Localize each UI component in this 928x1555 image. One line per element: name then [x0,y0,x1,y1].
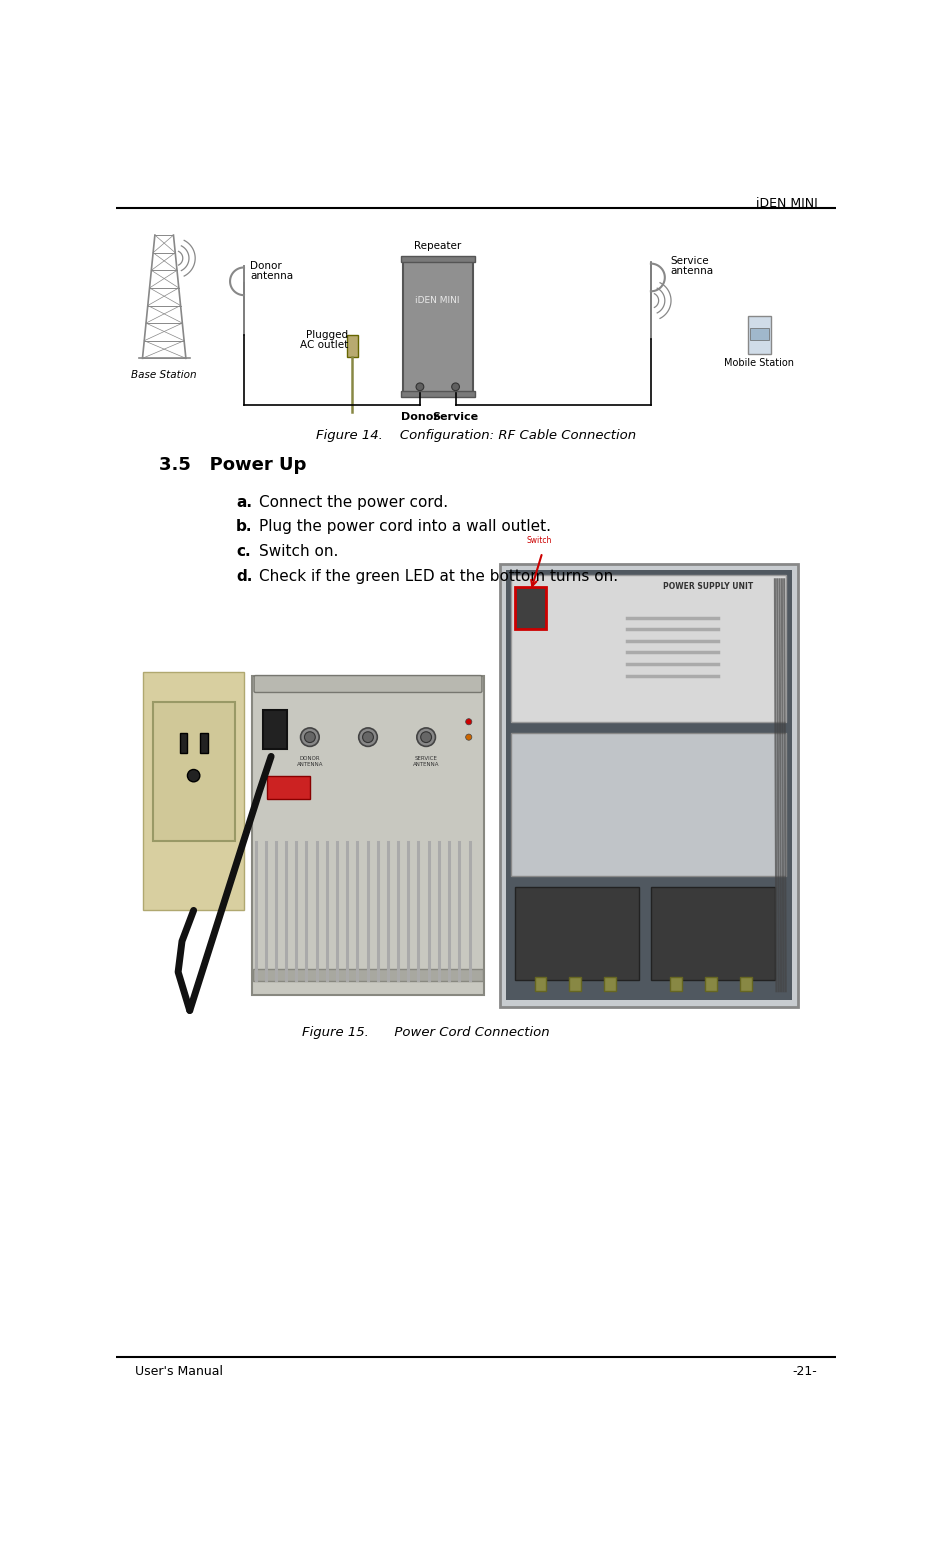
Text: Mobile Station: Mobile Station [724,358,793,369]
Text: Donor: Donor [250,261,281,271]
Bar [669,978,681,991]
Bar [506,571,791,1000]
Text: a.: a. [236,494,252,510]
Circle shape [416,383,423,390]
Text: Switch on.: Switch on. [259,544,339,558]
Text: Check if the green LED at the bottom turns on.: Check if the green LED at the bottom tur… [259,569,618,583]
Bar [569,978,581,991]
Text: Figure 14.    Configuration: RF Cable Connection: Figure 14. Configuration: RF Cable Conne… [316,429,635,442]
Text: Repeater: Repeater [414,241,461,252]
Bar [749,328,767,341]
Circle shape [301,728,319,746]
Text: Connect the power cord.: Connect the power cord. [259,494,448,510]
Text: Donor: Donor [401,412,438,423]
Bar [152,703,235,841]
Bar [400,390,474,397]
Text: AC outlet: AC outlet [300,341,348,350]
Text: Base Station: Base Station [131,370,197,379]
Bar [515,888,638,980]
Text: c.: c. [236,544,251,558]
Bar [510,575,786,722]
Bar [499,564,797,1006]
Bar [267,776,310,799]
Bar [143,672,244,910]
Text: POWER SUPPLY UNIT: POWER SUPPLY UNIT [662,582,752,591]
Text: d.: d. [236,569,252,583]
Bar [403,258,472,393]
Bar [347,336,357,356]
Bar [515,586,546,630]
Bar [200,734,207,753]
Bar [740,978,751,991]
Bar [510,734,786,875]
Text: antenna: antenna [669,266,713,275]
Bar [651,888,774,980]
Circle shape [451,383,459,390]
Text: Plug the power cord into a wall outlet.: Plug the power cord into a wall outlet. [259,519,551,535]
Bar [264,711,287,748]
Bar [400,257,474,263]
FancyBboxPatch shape [253,675,482,692]
Bar [604,978,615,991]
Text: 3.5   Power Up: 3.5 Power Up [159,456,306,474]
Circle shape [187,770,200,782]
Text: Service: Service [432,412,478,423]
Circle shape [362,732,373,743]
Circle shape [465,734,471,740]
Text: Switch: Switch [526,535,551,544]
Text: iDEN MINI: iDEN MINI [415,295,459,305]
Text: SERVICE
ANTENNA: SERVICE ANTENNA [412,756,439,767]
Bar [704,978,716,991]
Bar [253,969,483,981]
Text: iDEN MINI: iDEN MINI [755,197,817,210]
Text: User's Manual: User's Manual [135,1365,224,1378]
Text: b.: b. [236,519,252,535]
Bar [251,675,483,995]
Circle shape [358,728,377,746]
Circle shape [417,728,435,746]
Circle shape [304,732,315,743]
Bar [179,734,187,753]
Bar [747,316,770,355]
Text: antenna: antenna [250,271,293,280]
Text: Plugged: Plugged [306,330,348,341]
Bar [534,978,546,991]
Text: DONOR
ANTENNA: DONOR ANTENNA [296,756,323,767]
Circle shape [465,718,471,725]
Text: Figure 15.      Power Cord Connection: Figure 15. Power Cord Connection [302,1026,549,1039]
Text: Service: Service [669,257,708,266]
Circle shape [420,732,432,743]
Text: -21-: -21- [792,1365,817,1378]
